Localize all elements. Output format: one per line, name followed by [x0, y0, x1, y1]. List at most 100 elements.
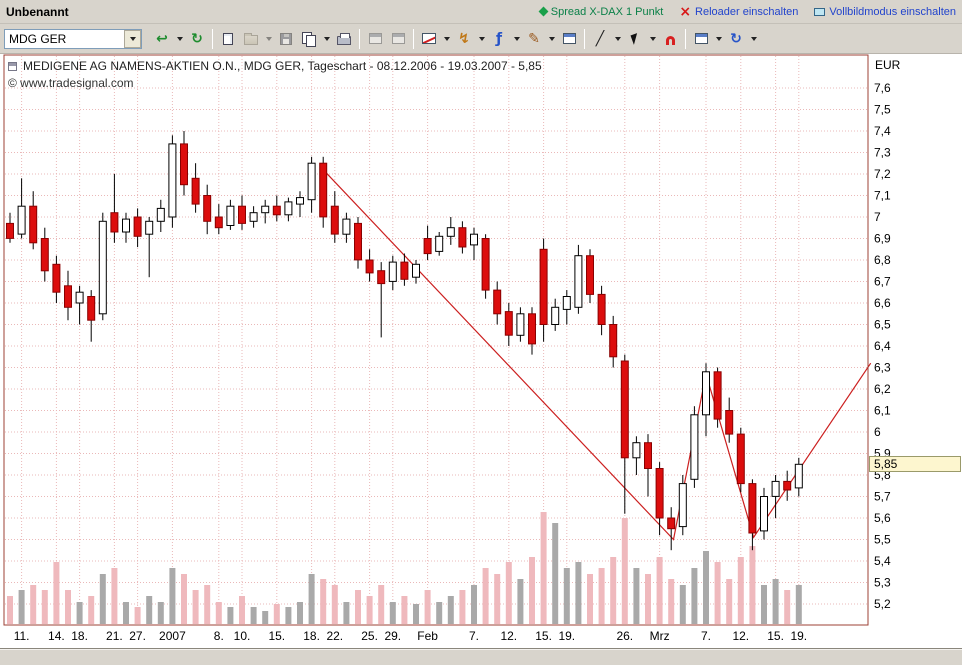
save-button[interactable] — [275, 28, 297, 50]
edit-window-icon — [694, 33, 708, 44]
status-bar — [0, 648, 962, 665]
volume-bar — [262, 611, 269, 624]
candle-body — [377, 270, 386, 285]
window-icon — [391, 33, 405, 44]
open-dropdown[interactable] — [263, 28, 274, 50]
volume-bar — [645, 574, 651, 624]
candle-body — [122, 218, 130, 233]
y-axis-label: 6 — [874, 425, 881, 439]
volume-bar — [610, 557, 617, 624]
axis-currency-label: EUR — [875, 58, 901, 72]
magnet-mode-button[interactable] — [659, 28, 681, 50]
fullscreen-link-label: Vollbildmodus einschalten — [829, 5, 956, 18]
insert-indicator-button[interactable]: ↯ — [453, 28, 475, 50]
volume-bar — [76, 602, 83, 624]
candle-body — [87, 296, 96, 321]
volume-bar — [436, 602, 443, 624]
new-document-button[interactable] — [217, 28, 239, 50]
x-axis-label: 8. — [214, 629, 224, 643]
chevron-down-icon — [548, 36, 555, 41]
chevron-down-icon — [129, 36, 136, 41]
chart-window-icon — [8, 61, 17, 71]
y-axis-label: 5,5 — [874, 533, 891, 547]
volume-bar — [482, 568, 489, 624]
volume-bar — [389, 602, 396, 624]
y-axis-label: 7,2 — [874, 167, 891, 181]
insert-drawing-button[interactable]: ✎ — [523, 28, 545, 50]
insert-symbol-button[interactable]: ↩ — [151, 28, 173, 50]
tile-horizontal-button[interactable] — [364, 28, 386, 50]
volume-bar — [529, 557, 535, 624]
insert-indicator-dropdown[interactable] — [476, 28, 487, 50]
y-axis-label: 7,3 — [874, 146, 891, 160]
line-tool-dropdown[interactable] — [612, 28, 623, 50]
candle-body — [667, 517, 676, 530]
copy-dropdown[interactable] — [321, 28, 332, 50]
candle-body — [52, 263, 61, 293]
candle-body — [145, 220, 154, 235]
volume-bar — [784, 590, 791, 624]
volume-bar — [621, 518, 628, 624]
volume-bar — [726, 579, 733, 624]
candle-body — [6, 222, 14, 239]
candle-body — [748, 483, 757, 534]
spread-link[interactable]: Spread X-DAX 1 Punkt — [538, 6, 663, 18]
x-axis-label: 21. — [106, 629, 123, 643]
reload-chart-dropdown[interactable] — [748, 28, 759, 50]
symbol-combobox[interactable]: MDG GER — [4, 28, 142, 49]
toolbar-separator — [413, 28, 414, 49]
y-axis-label: 6,5 — [874, 318, 891, 332]
reloader-off-icon: × — [679, 3, 692, 20]
insert-symbol-icon: ↩ — [156, 30, 168, 47]
candle-body — [539, 248, 548, 325]
candle-body — [284, 201, 293, 216]
candle-body — [64, 285, 72, 308]
insert-drawing-dropdown[interactable] — [546, 28, 557, 50]
volume-bar — [227, 607, 234, 624]
open-button[interactable] — [240, 28, 262, 50]
toolbar-separator — [584, 28, 585, 49]
candle-body — [40, 238, 49, 272]
volume-bar — [703, 551, 709, 624]
reloader-link[interactable]: × Reloader einschalten — [679, 5, 798, 19]
candle-body — [75, 291, 84, 304]
candle-body — [412, 263, 420, 278]
chart-type-button[interactable] — [418, 28, 440, 50]
chart-canvas[interactable]: 7,6 7,5 7,4 7,3 7,2 7,1 7 6,9 6,8 6,7 6,6 6,5 6,4 6,3… — [0, 54, 962, 648]
cursor-tool-button[interactable] — [624, 28, 646, 50]
fullscreen-link[interactable]: Vollbildmodus einschalten — [814, 6, 956, 18]
edit-layout-button[interactable] — [690, 28, 712, 50]
y-axis-label: 5,6 — [874, 511, 891, 525]
y-axis-label: 6,1 — [874, 404, 891, 418]
print-button[interactable] — [333, 28, 355, 50]
candle-body — [156, 207, 165, 222]
candle-body — [760, 496, 768, 532]
volume-bar — [587, 574, 593, 624]
candle-body — [725, 410, 734, 435]
symbol-combobox-dropdown-button[interactable] — [124, 29, 141, 48]
tile-vertical-button[interactable] — [387, 28, 409, 50]
reload-chart-button[interactable]: ↻ — [725, 28, 747, 50]
volume-bar — [761, 585, 767, 624]
y-axis-label: 7,6 — [874, 81, 891, 95]
cursor-tool-dropdown[interactable] — [647, 28, 658, 50]
x-axis-label: 12. — [500, 629, 517, 643]
copy-button[interactable] — [298, 28, 320, 50]
chart-properties-button[interactable] — [558, 28, 580, 50]
refresh-symbol-button[interactable]: ↻ — [186, 28, 208, 50]
chart-type-icon — [422, 33, 436, 44]
x-axis-label: 26. — [616, 629, 633, 643]
insert-symbol-dropdown[interactable] — [174, 28, 185, 50]
line-tool-button[interactable]: ╱ — [589, 28, 611, 50]
insert-strategy-button[interactable]: ƒ — [488, 28, 510, 50]
chart-type-dropdown[interactable] — [441, 28, 452, 50]
window-icon — [368, 33, 382, 44]
insert-strategy-dropdown[interactable] — [511, 28, 522, 50]
new-document-icon — [223, 32, 233, 45]
y-axis-label: 6,9 — [874, 232, 891, 246]
edit-layout-dropdown[interactable] — [713, 28, 724, 50]
candle-body — [504, 311, 513, 336]
candle-body — [516, 313, 525, 336]
x-axis-label: 15. — [535, 629, 552, 643]
volume-bar — [459, 590, 466, 624]
